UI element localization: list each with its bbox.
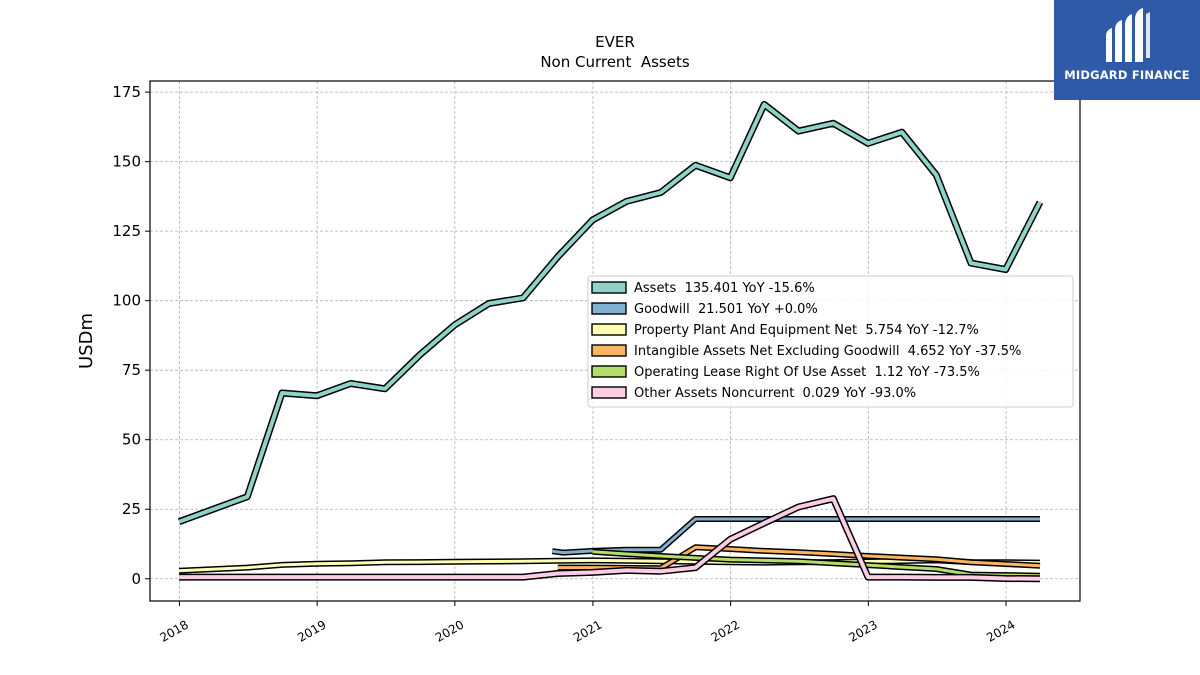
y-axis: 0 25 50 75 100 125 150 175 <box>112 83 150 588</box>
legend-swatch <box>591 344 627 357</box>
plot-frame <box>149 80 1081 602</box>
chart-subtitle: Non Current Assets <box>540 53 690 71</box>
legend-swatch <box>591 386 627 399</box>
series-line-0 <box>178 102 1042 524</box>
legend-label: Other Assets Noncurrent 0.029 YoY -93.0% <box>634 386 916 401</box>
chart-title: EVER <box>595 33 635 51</box>
logo-text: MIDGARD FINANCE <box>1064 68 1190 82</box>
legend-label: Goodwill 21.501 YoY +0.0% <box>634 302 818 317</box>
x-tick-label: 2024 <box>984 617 1017 644</box>
legend-swatch <box>591 323 627 336</box>
logo-mark-icon <box>1106 8 1150 62</box>
x-tick-label: 2022 <box>709 617 742 644</box>
x-tick-label: 2021 <box>571 617 604 644</box>
x-tick-label: 2020 <box>433 617 466 644</box>
y-tick-label: 100 <box>112 292 141 310</box>
legend-label: Operating Lease Right Of Use Asset 1.12 … <box>634 365 980 380</box>
legend-box <box>587 275 1074 408</box>
y-tick-label: 25 <box>122 500 141 518</box>
legend-label: Assets 135.401 YoY -15.6% <box>634 281 815 296</box>
x-tick-label: 2018 <box>157 617 190 644</box>
y-tick-label: 175 <box>112 83 141 101</box>
legend-label: Intangible Assets Net Excluding Goodwill… <box>634 344 1021 359</box>
y-tick-label: 0 <box>131 570 141 588</box>
y-tick-label: 150 <box>112 153 141 171</box>
y-tick-label: 50 <box>122 431 141 449</box>
legend-label: Property Plant And Equipment Net 5.754 Y… <box>634 323 979 338</box>
series-layer <box>177 100 1044 583</box>
y-tick-label: 75 <box>122 361 141 379</box>
x-tick-label: 2019 <box>295 617 328 644</box>
legend: Assets 135.401 YoY -15.6% Goodwill 21.501… <box>587 275 1074 408</box>
legend-swatch <box>591 302 627 315</box>
y-tick-label: 125 <box>112 222 141 240</box>
brand-logo: MIDGARD FINANCE <box>1054 0 1200 100</box>
x-axis: 2018 2019 2020 2021 2022 2023 2024 <box>157 601 1018 645</box>
legend-swatch <box>591 281 627 294</box>
series-outline-1 <box>551 516 1040 556</box>
legend-swatch <box>591 365 627 378</box>
series-line-2 <box>179 558 1041 573</box>
y-axis-label: USDm <box>76 313 97 369</box>
x-tick-label: 2023 <box>846 617 879 644</box>
series-line-5 <box>179 496 1041 581</box>
series-line-4 <box>592 550 1041 578</box>
